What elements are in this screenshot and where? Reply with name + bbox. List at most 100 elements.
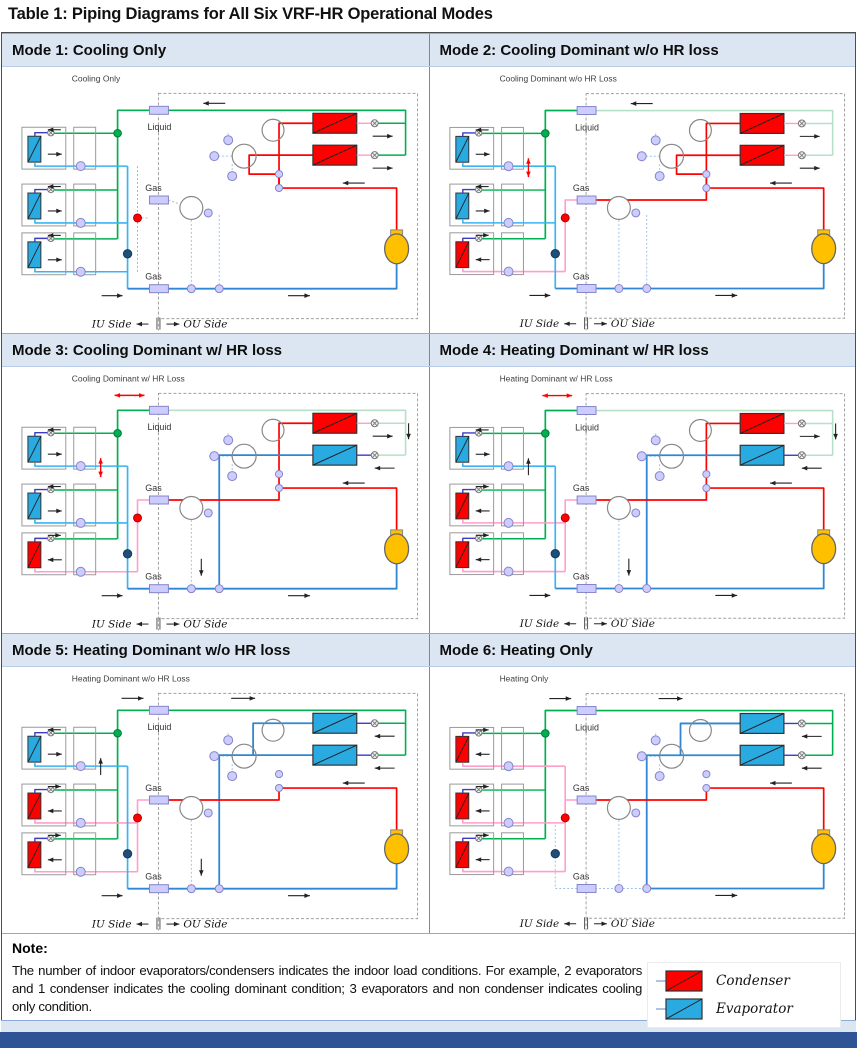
svg-text:Gas: Gas	[572, 783, 589, 793]
four-way-valve-icon	[231, 143, 257, 169]
branch-selector-box	[500, 126, 524, 170]
lp-gas-line-shutoff-valve	[148, 884, 169, 894]
liquid-line-shutoff-valve	[576, 706, 597, 715]
compressor-icon	[810, 829, 836, 865]
solenoid-valve-icon	[701, 783, 710, 793]
liquid-line-shutoff-valve	[148, 105, 169, 115]
hp-gas-junction-dot	[133, 513, 143, 523]
liquid-line-shutoff-valve	[576, 106, 597, 115]
lp-gas-junction-dot	[122, 549, 133, 559]
lp-gas-line-shutoff-valve	[148, 284, 169, 294]
svg-text:IU Side: IU Side	[91, 619, 132, 631]
four-way-valve-icon	[688, 718, 712, 742]
branch-selector-box	[500, 232, 524, 276]
svg-text:Gas: Gas	[145, 872, 162, 882]
lp-gas-junction-dot	[550, 549, 560, 559]
svg-text:Heating Dominant w/o HR Loss: Heating Dominant w/o HR Loss	[72, 673, 190, 683]
solenoid-valve-icon	[227, 471, 238, 482]
solenoid-valve-icon	[636, 151, 647, 162]
four-way-valve-icon	[688, 118, 712, 142]
footer-dark-bar	[0, 1032, 857, 1048]
liquid-junction-dot	[540, 729, 550, 738]
svg-text:Liquid: Liquid	[575, 122, 599, 132]
liquid-junction-dot	[113, 428, 122, 438]
hx-shutoff-valve-icon	[370, 751, 379, 760]
indoor-condenser-unit	[21, 832, 67, 876]
hp-gas-line-shutoff-valve	[148, 795, 169, 805]
indoor-evaporator-unit	[21, 426, 67, 470]
indoor-evaporator-unit	[448, 183, 494, 227]
indoor-condenser-unit	[448, 783, 494, 827]
solenoid-valve-icon	[636, 451, 647, 462]
evaporator-label: Evaporator	[716, 1001, 793, 1017]
mode-3-header: Mode 3: Cooling Dominant w/ HR loss	[12, 341, 282, 359]
oil-separator-icon	[179, 195, 204, 221]
unit-valve-icon	[474, 485, 482, 494]
unit-valve-icon	[474, 729, 482, 737]
svg-text:IU Side: IU Side	[518, 318, 559, 330]
liquid-line-shutoff-valve	[148, 405, 169, 415]
oil-separator-icon	[179, 795, 204, 821]
four-way-valve-icon	[231, 743, 257, 769]
diagram-row-2: Cooling Dominant w/ HR Loss Liquid Gas Gas I…	[2, 367, 855, 633]
solenoid-valve-icon	[203, 808, 213, 818]
mode-6-diagram-cell: Heating Only Liquid Gas Gas IU Side OU Side	[428, 667, 856, 933]
svg-text:IU Side: IU Side	[518, 618, 559, 630]
solenoid-valve-icon	[654, 171, 665, 182]
branch-eev-icon	[503, 566, 514, 577]
hx-shutoff-valve-icon	[370, 151, 379, 160]
solenoid-valve-icon	[650, 735, 661, 746]
four-way-valve-icon	[261, 118, 285, 142]
hp-gas-line-shutoff-valve	[576, 195, 597, 205]
outdoor-unit-boundary	[157, 692, 419, 920]
svg-text:Gas: Gas	[572, 872, 589, 882]
liquid-junction-dot	[113, 128, 122, 138]
indoor-condenser-unit	[448, 726, 494, 770]
svg-text:Cooling Dominant w/ HR Loss: Cooling Dominant w/ HR Loss	[72, 373, 185, 383]
mode-1-diagram-cell: Cooling Only Liquid Gas Gas IU Side OU Side	[2, 67, 429, 333]
unit-valve-icon	[474, 834, 482, 842]
svg-text:OU Side: OU Side	[610, 918, 654, 930]
oil-separator-icon	[606, 495, 631, 520]
solenoid-valve-icon	[227, 171, 238, 182]
svg-text:OU Side: OU Side	[610, 318, 654, 330]
mode-2-header: Mode 2: Cooling Dominant w/o HR loss	[428, 34, 856, 66]
hx-shutoff-valve-icon	[797, 151, 806, 160]
mode-4-diagram-cell: Heating Dominant w/ HR Loss Liquid Gas Gas I…	[428, 367, 856, 633]
solenoid-valve-icon	[214, 284, 224, 294]
branch-eev-icon	[75, 761, 86, 772]
svg-text:Gas: Gas	[145, 783, 162, 793]
hp-gas-line-shutoff-valve	[576, 495, 597, 505]
lp-gas-line-shutoff-valve	[576, 884, 597, 893]
solenoid-valve-icon	[650, 135, 661, 146]
branch-eev-icon	[503, 866, 514, 877]
branch-selector-box	[500, 726, 524, 770]
mode-2-diagram-cell: Cooling Dominant w/o HR Loss Liquid Gas Gas…	[428, 67, 856, 333]
svg-text:Gas: Gas	[145, 572, 162, 582]
mode-4-header: Mode 4: Heating Dominant w/ HR loss	[428, 334, 856, 366]
svg-text:Gas: Gas	[572, 272, 589, 282]
hp-gas-junction-dot	[133, 813, 143, 823]
indoor-evaporator-unit	[21, 232, 67, 276]
header-row-2: Mode 3: Cooling Dominant w/ HR loss Mode…	[2, 333, 855, 367]
svg-text:Gas: Gas	[145, 483, 162, 493]
solenoid-valve-icon	[613, 884, 623, 893]
four-way-valve-icon	[231, 443, 257, 469]
lp-gas-line-shutoff-valve	[576, 284, 597, 293]
liquid-line-shutoff-valve	[576, 406, 597, 415]
solenoid-valve-icon	[274, 483, 284, 493]
svg-text:Gas: Gas	[572, 183, 589, 193]
svg-text:Gas: Gas	[572, 572, 589, 582]
svg-text:OU Side: OU Side	[183, 319, 227, 331]
unit-valve-icon	[474, 234, 482, 242]
mode-5-header: Mode 5: Heating Dominant w/o HR loss	[12, 641, 291, 659]
solenoid-valve-icon	[274, 770, 284, 779]
hp-gas-junction-dot	[133, 213, 143, 223]
legend-row-evaporator: Evaporator	[654, 995, 834, 1023]
header-row-1: Mode 1: Cooling Only Mode 2: Cooling Dom…	[2, 33, 855, 67]
hx-shutoff-valve-icon	[370, 719, 379, 728]
liquid-junction-dot	[113, 728, 122, 738]
diagram-row-3: Heating Dominant w/o HR Loss Liquid Gas Gas…	[2, 667, 855, 933]
outdoor-unit-boundary	[157, 92, 419, 320]
solenoid-valve-icon	[203, 208, 213, 218]
